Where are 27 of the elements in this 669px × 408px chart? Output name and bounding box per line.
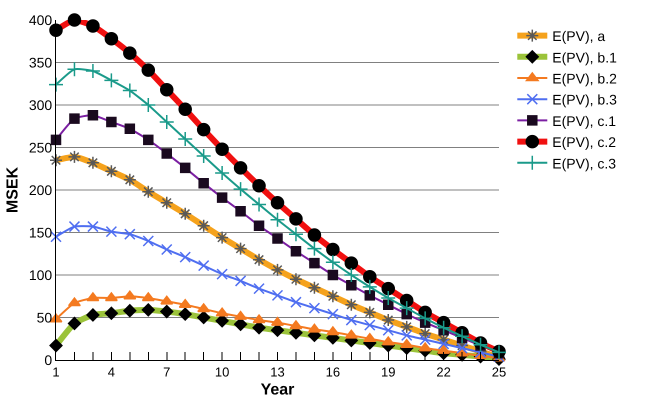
y-tick-label: 200 (28, 182, 52, 198)
legend-label: E(PV), b.3 (552, 92, 618, 108)
x-tick-label: 19 (381, 364, 396, 380)
y-tick-label: 400 (28, 12, 52, 28)
legend-label: E(PV), c.1 (552, 112, 616, 129)
x-tick-label: 4 (108, 364, 115, 380)
x-tick-label: 16 (326, 364, 340, 380)
x-tick-label: 25 (492, 364, 506, 380)
y-tick-label: 50 (36, 309, 52, 326)
legend-label: E(PV), b.1 (552, 49, 618, 66)
y-tick-label: 100 (28, 266, 52, 283)
y-tick-label: 350 (28, 54, 52, 70)
x-axis-title: Year (260, 381, 294, 398)
y-tick-label: 250 (28, 139, 52, 156)
x-tick-label: 13 (270, 364, 285, 380)
x-tick-label: 10 (214, 364, 230, 380)
y-tick-label: 150 (28, 224, 52, 240)
x-tick-label: 22 (436, 364, 451, 380)
y-axis-title: MSEK (4, 166, 22, 214)
legend-label: E(PV), c.2 (552, 134, 616, 150)
legend-label: E(PV), c.3 (552, 155, 616, 172)
legend-label: E(PV), a (552, 28, 606, 44)
x-tick-label: 7 (163, 364, 170, 380)
x-tick-label: 1 (52, 364, 60, 380)
y-tick-label: 300 (28, 96, 52, 113)
legend-label: E(PV), b.2 (552, 70, 618, 86)
y-tick-label: 0 (44, 352, 52, 368)
